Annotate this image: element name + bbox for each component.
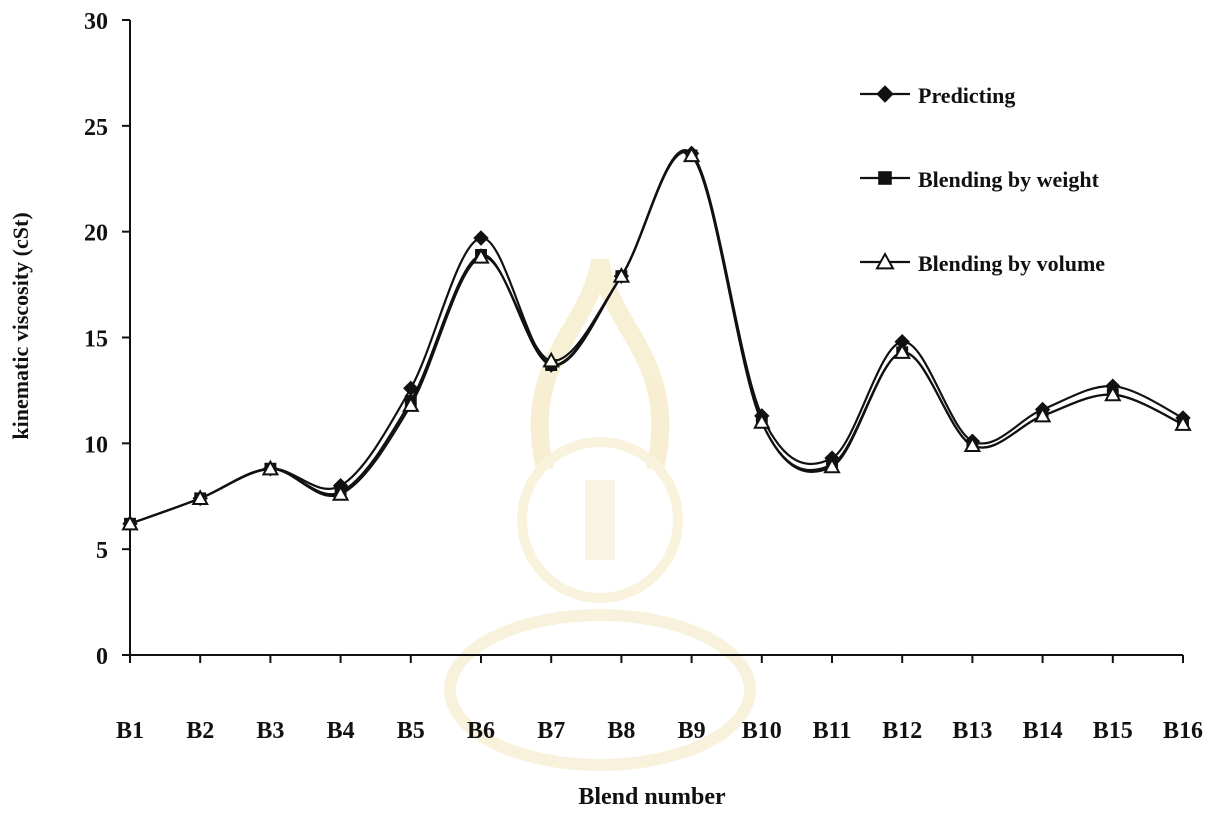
y-tick-label: 10 [84, 432, 108, 458]
legend-marker-square [878, 171, 892, 185]
x-tick-label: B8 [607, 718, 635, 744]
legend-label: Blending by volume [918, 251, 1105, 276]
x-tick-label: B15 [1093, 718, 1133, 744]
x-tick-label: B2 [186, 718, 214, 744]
x-tick-label: B14 [1023, 718, 1063, 744]
x-tick-label: B7 [537, 718, 565, 744]
legend-label: Predicting [918, 83, 1015, 108]
x-axis-title: Blend number [578, 784, 726, 810]
data-point-diamond [474, 231, 488, 245]
x-tick-label: B3 [256, 718, 284, 744]
x-tick-label: B11 [813, 718, 852, 744]
legend-marker-diamond [877, 86, 893, 102]
legend: Predicting Blending by weight Blending by … [860, 83, 1105, 276]
y-axis-title: kinematic viscosity (cSt) [8, 212, 33, 439]
y-tick-label: 20 [84, 221, 108, 247]
x-tick-label: B16 [1163, 718, 1203, 744]
y-tick-label: 25 [84, 115, 108, 141]
x-tick-label: B13 [952, 718, 992, 744]
x-tick-label: B1 [116, 718, 144, 744]
x-tick-label: B6 [467, 718, 495, 744]
x-axis: B1 B2 B3 B4 B5 B6 B7 B8 B9 B10 B11 B12 B13 B14 B15 B16 [116, 655, 1203, 744]
watermark-seal [450, 260, 750, 765]
legend-label: Blending by weight [918, 167, 1100, 192]
y-tick-label: 30 [84, 9, 108, 35]
y-axis: 0 5 10 15 20 25 30 [84, 9, 130, 670]
x-tick-label: B5 [397, 718, 425, 744]
x-tick-label: B4 [327, 718, 355, 744]
y-tick-label: 5 [96, 538, 108, 564]
y-tick-label: 15 [84, 327, 108, 353]
x-tick-label: B9 [678, 718, 706, 744]
x-tick-label: B10 [742, 718, 782, 744]
x-tick-label: B12 [882, 718, 922, 744]
y-tick-label: 0 [96, 644, 108, 670]
